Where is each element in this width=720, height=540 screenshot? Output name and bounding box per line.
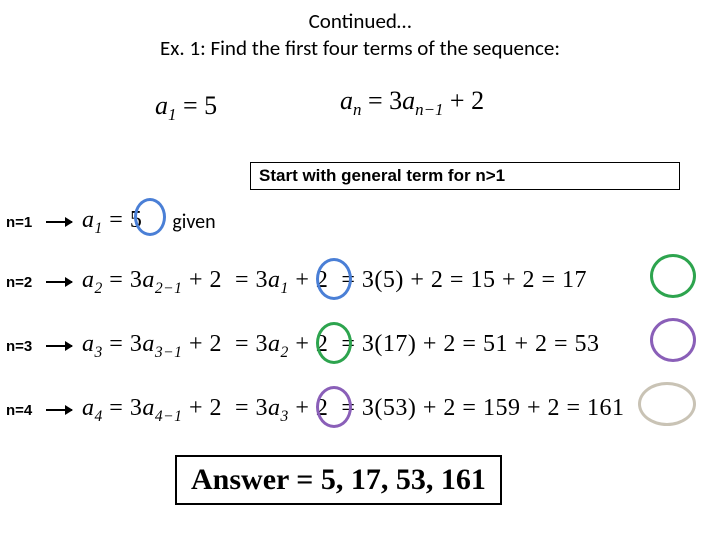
callout-box: Start with general term for n>1 xyxy=(250,162,680,190)
n4-expr: a4 = 3a4−1 + 2 = 3a3 + 2 = 3(53) + 2 = 1… xyxy=(82,395,625,426)
n2-label: n=2 xyxy=(6,274,46,291)
formula-row: a1 = 5 an = 3an−1 + 2 xyxy=(0,81,720,151)
n4-label: n=4 xyxy=(6,402,46,419)
answer-box: Answer = 5, 17, 53, 161 xyxy=(175,455,502,505)
n3-label: n=3 xyxy=(6,338,46,355)
circle-a1-value xyxy=(134,198,166,236)
circle-a1-ref xyxy=(316,258,352,300)
arrow-icon xyxy=(46,281,72,283)
formula-a1: a1 = 5 xyxy=(155,91,217,125)
given-label: given xyxy=(172,210,215,234)
row-n1: n=1 a1 = 5 given xyxy=(0,198,720,246)
circle-a2-ref xyxy=(316,322,352,364)
row-n2: n=2 a2 = 3a2−1 + 2 = 3a1 + 2 = 3(5) + 2 … xyxy=(0,258,720,306)
row-n3: n=3 a3 = 3a3−1 + 2 = 3a2 + 2 = 3(17) + 2… xyxy=(0,322,720,370)
header-line1: Continued… xyxy=(0,8,720,35)
row-n4: n=4 a4 = 3a4−1 + 2 = 3a3 + 2 = 3(53) + 2… xyxy=(0,386,720,434)
n1-expr: a1 = 5 xyxy=(82,207,142,238)
n1-label: n=1 xyxy=(6,214,46,231)
arrow-icon xyxy=(46,409,72,411)
slide-header: Continued… Ex. 1: Find the first four te… xyxy=(0,0,720,63)
header-line2: Ex. 1: Find the first four terms of the … xyxy=(0,35,720,62)
formula-an: an = 3an−1 + 2 xyxy=(340,86,484,120)
circle-a3-ref xyxy=(316,386,352,428)
arrow-icon xyxy=(46,345,72,347)
circle-a3-value xyxy=(650,318,696,362)
circle-a2-value xyxy=(650,254,696,298)
circle-a4-value xyxy=(638,382,696,426)
arrow-icon xyxy=(46,221,72,223)
